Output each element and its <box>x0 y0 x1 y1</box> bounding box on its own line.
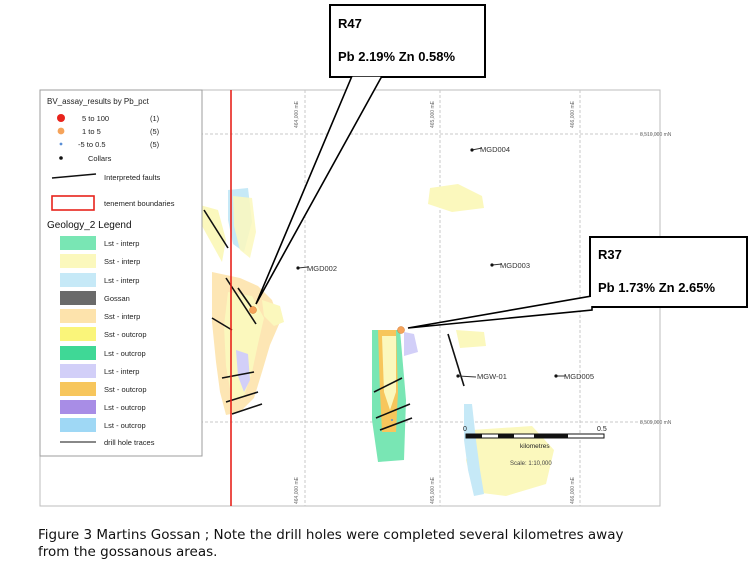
legend-assay-label-2: 1 to 5 <box>82 127 101 136</box>
legend-assay-label-1: 5 to 100 <box>82 114 109 123</box>
legend-assay-count-2: (5) <box>150 127 160 136</box>
scale-unit: kilometres <box>520 443 550 450</box>
collar-mgd003 <box>490 263 494 267</box>
callout-r37-text: Pb 1.73% Zn 2.65% <box>598 280 715 295</box>
geology-sst-interp-small <box>262 300 284 326</box>
grid-label-east-1-top: 464,000 mE <box>294 100 300 128</box>
callout-r37-title: R37 <box>598 247 622 262</box>
figure-caption: Figure 3 Martins Gossan ; Note the drill… <box>38 527 728 561</box>
collar-mgd004 <box>470 148 474 152</box>
legend-geology-label-10: Lst - outcrop <box>104 403 146 412</box>
scale-ratio: Scale: 1:10,000 <box>510 461 552 467</box>
legend-geology-swatches <box>60 236 96 432</box>
label-mgd005: MGD005 <box>564 372 594 381</box>
geology-sst-interp-east-small <box>456 330 486 348</box>
geology-lst-interp-purple-central <box>404 332 418 356</box>
geology-sst-interp-central <box>382 336 396 410</box>
assay-point-small-2 <box>391 419 393 421</box>
label-mgd003: MGD003 <box>500 261 530 270</box>
legend-assay-swatch-3 <box>59 142 63 146</box>
legend-geology-label-9: Sst - outcrop <box>104 385 147 394</box>
scale-bar: 0 0.5 kilometres Scale: 1:10,000 <box>463 426 607 467</box>
label-mgd002: MGD002 <box>307 264 337 273</box>
geology-west-belt <box>200 188 284 415</box>
legend-drill-traces-label: drill hole traces <box>104 438 155 447</box>
drill-hole-traces <box>297 147 566 378</box>
legend-faults-swatch <box>51 173 97 179</box>
collar-mgd002 <box>296 266 300 270</box>
grid-label-east-2-top: 465,000 mE <box>430 100 436 128</box>
collar-mgw01 <box>456 374 460 378</box>
geology-central-belt <box>372 184 554 496</box>
legend-geology-label-4: Gossan <box>104 294 130 303</box>
legend-geology-label-6: Sst - outcrop <box>104 330 147 339</box>
map-legend: BV_assay_results by Pb_pct 5 to 100 (1) … <box>39 89 203 457</box>
grid-label-east-2-bottom: 465,000 mE <box>430 476 436 504</box>
legend-geology-title: Geology_2 Legend <box>47 220 132 231</box>
legend-geology-label-7: Lst - outcrop <box>104 349 146 358</box>
legend-assay-count-3: (5) <box>150 140 160 149</box>
legend-geology-label-3: Lst - interp <box>104 276 139 285</box>
scale-half: 0.5 <box>597 426 607 433</box>
assay-point-r47 <box>249 306 257 314</box>
callout-r47-title: R47 <box>338 16 362 31</box>
label-mgd004: MGD004 <box>480 145 510 154</box>
legend-collars-swatch <box>59 156 63 160</box>
grid-label-east-3-bottom: 466,000 mE <box>570 476 576 504</box>
geology-lst-interp-blue-south <box>464 404 484 496</box>
legend-faults-label: Interpreted faults <box>104 173 161 182</box>
legend-geology-label-2: Sst - interp <box>104 257 140 266</box>
legend-geology-label-8: Lst - interp <box>104 367 139 376</box>
geology-lst-interp-purple-west <box>236 350 250 392</box>
geology-sst-interp-ne <box>428 184 484 212</box>
legend-assay-label-3: -5 to 0.5 <box>78 140 106 149</box>
legend-collars-label: Collars <box>88 154 112 163</box>
legend-tenement-label: tenement boundaries <box>104 199 175 208</box>
geology-sst-interp-south <box>466 426 554 496</box>
legend-geology-label-5: Sst - interp <box>104 312 140 321</box>
figure-caption-line-1: Figure 3 Martins Gossan ; Note the drill… <box>38 527 624 543</box>
assay-point-r37 <box>397 326 405 334</box>
callout-r37: R37 Pb 1.73% Zn 2.65% <box>407 236 748 329</box>
legend-geology-label-11: Lst - outcrop <box>104 421 146 430</box>
legend-geology-label-1: Lst - interp <box>104 239 139 248</box>
callout-r47: R47 Pb 2.19% Zn 0.58% <box>255 4 486 305</box>
grid-label-east-3-top: 466,000 mE <box>570 100 576 128</box>
callout-r47-text: Pb 2.19% Zn 0.58% <box>338 49 455 64</box>
legend-title: BV_assay_results by Pb_pct <box>47 97 150 106</box>
figure-caption-line-2: from the gossanous areas. <box>38 544 218 560</box>
grid-label-east-1-bottom: 464,000 mE <box>294 476 300 504</box>
geology-sst-interp-nw <box>233 196 256 258</box>
legend-assay-count-1: (1) <box>150 114 160 123</box>
grid-label-north-top: 8,510,000 mN <box>640 132 672 138</box>
scale-zero: 0 <box>463 426 467 433</box>
collar-mgd005 <box>554 374 558 378</box>
grid-label-north-bottom: 8,509,000 mN <box>640 420 672 426</box>
geology-sst-interp-west-left <box>200 205 226 262</box>
label-mgw01: MGW-01 <box>477 372 507 381</box>
legend-assay-swatch-2 <box>57 127 65 135</box>
legend-assay-swatch-1 <box>57 114 65 122</box>
legend-tenement-swatch <box>51 195 95 211</box>
geology-sst-interp-inner <box>224 292 264 400</box>
